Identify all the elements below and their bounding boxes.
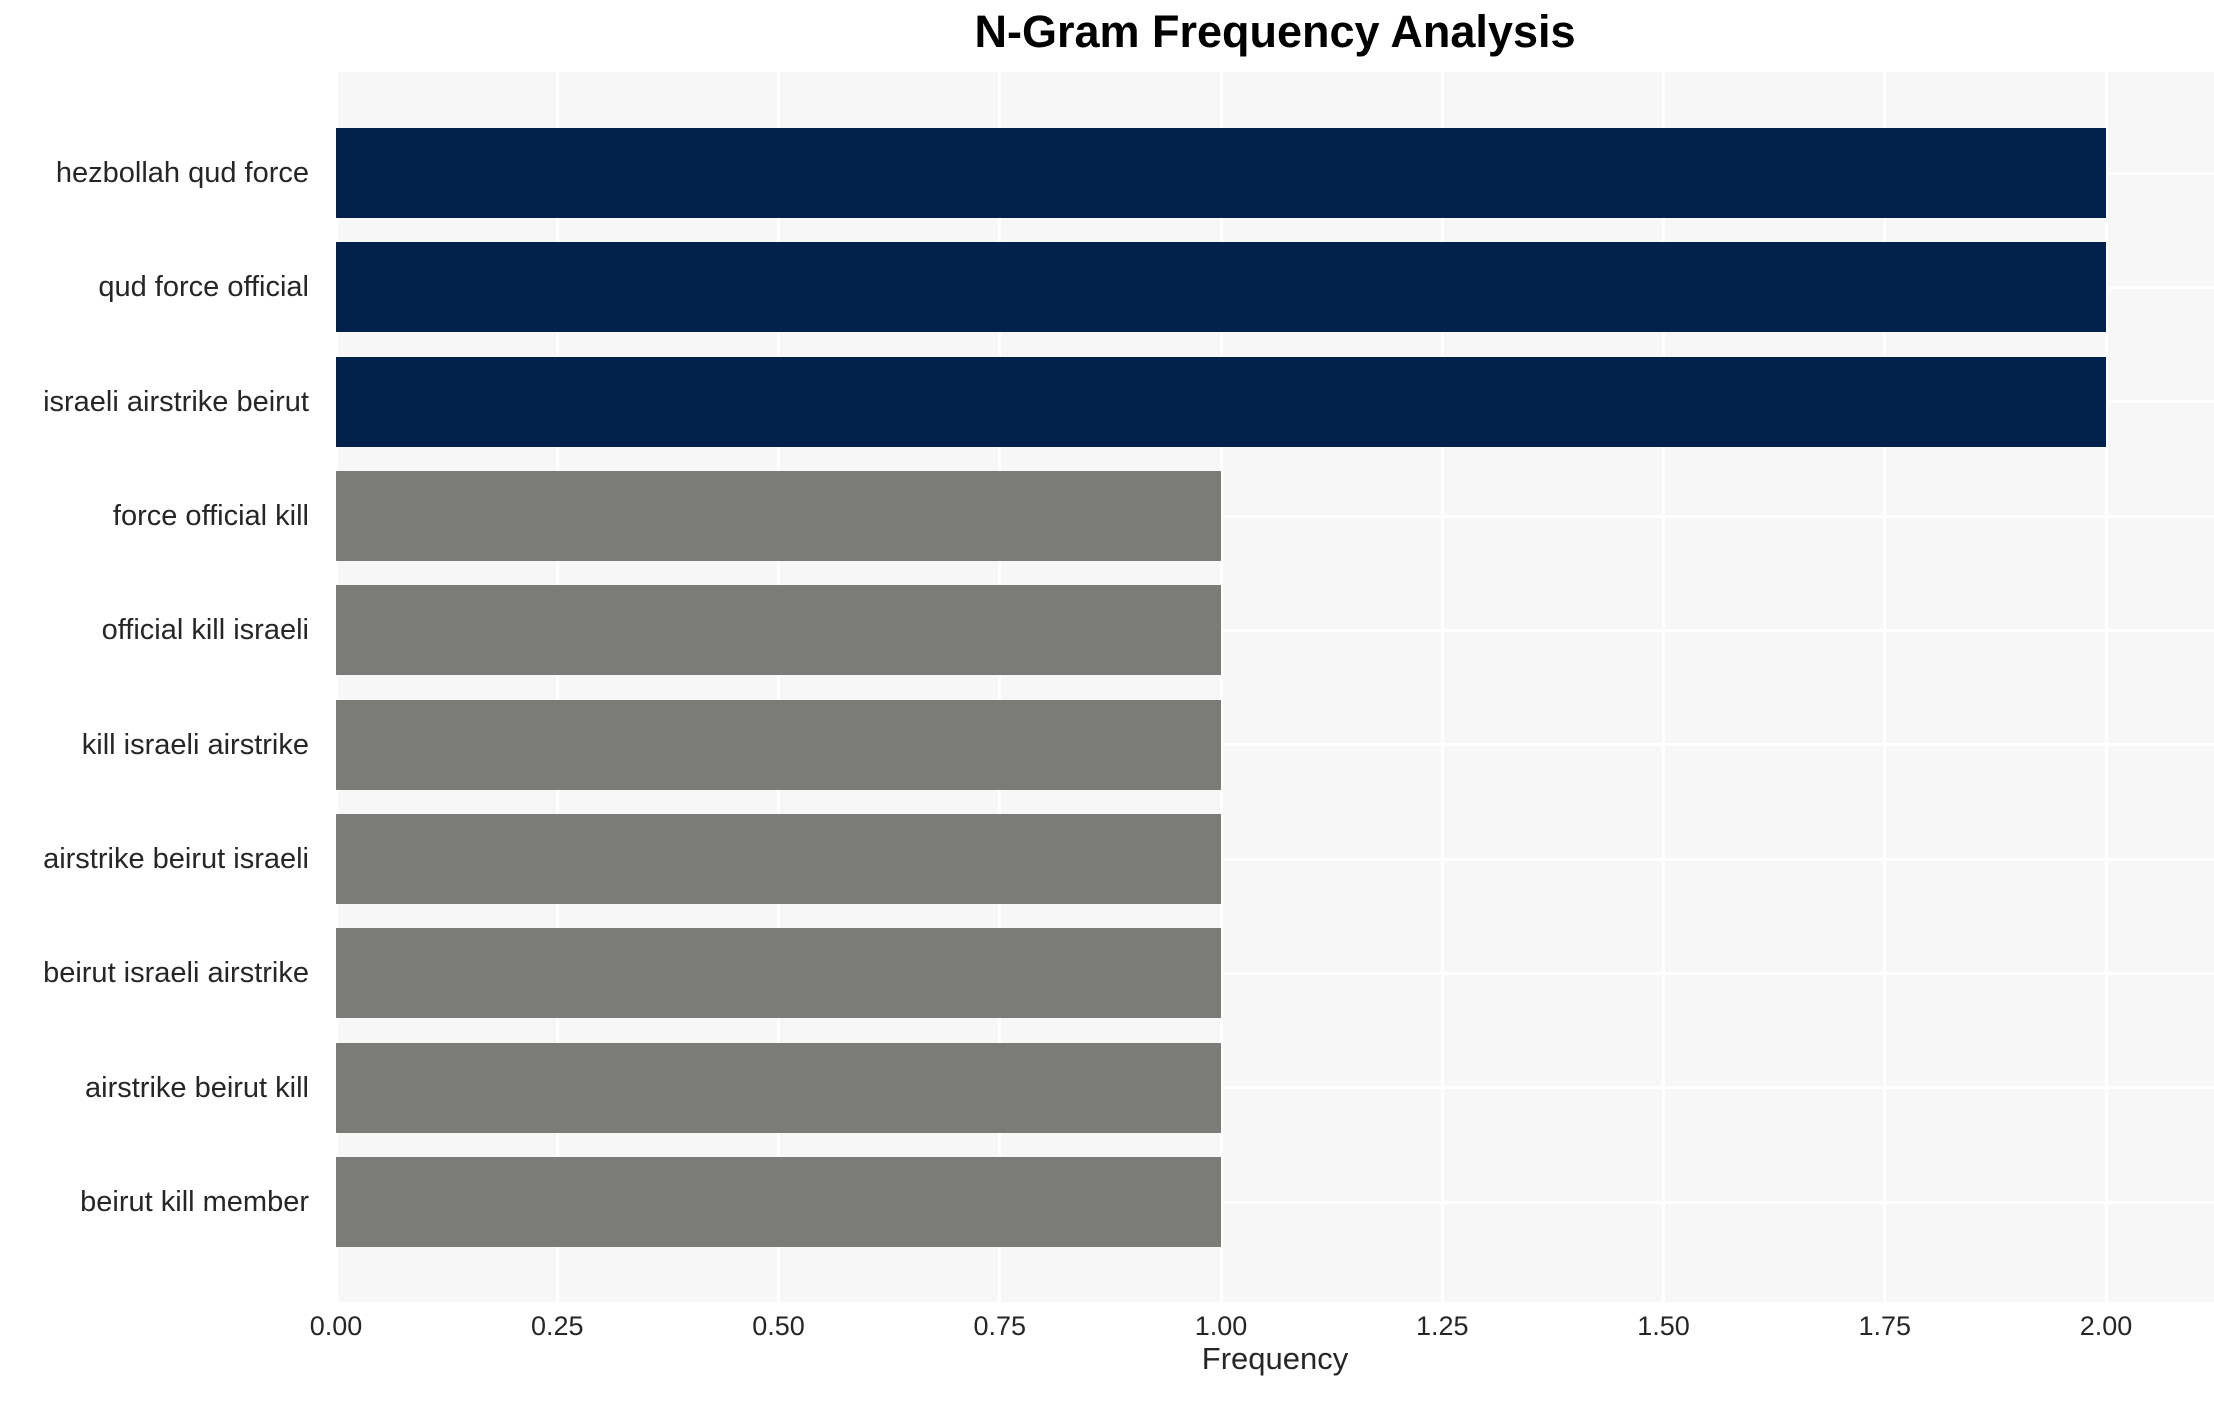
- x-tick-label: 1.50: [1637, 1311, 1690, 1341]
- y-tick-label: beirut kill member: [80, 1186, 309, 1218]
- y-tick-label: beirut israeli airstrike: [43, 957, 309, 990]
- bar-airstrike-beirut-israeli: [336, 814, 1221, 904]
- y-gridline: [336, 628, 2214, 632]
- x-gridline: [555, 72, 559, 1302]
- x-tick-label: 0.00: [309, 1311, 363, 1341]
- bar-force-official-kill: [336, 471, 1221, 561]
- y-tick-label: airstrike beirut kill: [85, 1071, 309, 1104]
- y-gridline: [336, 743, 2214, 747]
- x-axis-title: Frequency: [1201, 1341, 1349, 1376]
- x-gridline: [998, 72, 1002, 1302]
- x-tick-label: 1.00: [1194, 1311, 1248, 1341]
- y-gridline: [336, 1200, 2214, 1204]
- y-tick-label: israeli airstrike beirut: [43, 385, 309, 418]
- y-tick-label: hezbollah qud force: [55, 157, 309, 189]
- y-tick-label: official kill israeli: [101, 614, 309, 647]
- x-tick-label: 1.25: [1415, 1311, 1469, 1341]
- plot-area: [334, 72, 2214, 1302]
- x-tick-label: 1.75: [1858, 1311, 1912, 1341]
- bar-kill-israeli-airstrike: [336, 699, 1221, 790]
- y-tick-label: airstrike beirut israeli: [43, 843, 309, 875]
- y-gridline: [336, 514, 2214, 518]
- bar-official-kill-israeli: [336, 585, 1221, 676]
- bar-hezbollah-qud-force: [336, 128, 2106, 218]
- y-tick-label: kill israeli airstrike: [81, 728, 309, 761]
- x-gridline: [1883, 72, 1887, 1302]
- x-gridline: [334, 72, 338, 1302]
- bar-beirut-kill-member: [336, 1157, 1221, 1247]
- x-gridline: [1440, 72, 1444, 1302]
- bar-qud-force-official: [336, 242, 2106, 333]
- bar-beirut-israeli-airstrike: [336, 928, 1221, 1019]
- x-gridline: [777, 72, 780, 1302]
- y-gridline: [336, 1086, 2214, 1090]
- y-tick-label: force official kill: [112, 500, 309, 532]
- x-gridline: [1662, 72, 1665, 1302]
- y-tick-label: qud force official: [98, 271, 309, 304]
- bar-airstrike-beirut-kill: [336, 1042, 1221, 1133]
- x-gridline: [1219, 72, 1223, 1302]
- y-gridline: [336, 857, 2214, 861]
- x-tick-label: 0.25: [530, 1311, 584, 1341]
- x-gridline: [2104, 72, 2108, 1302]
- bar-israeli-airstrike-beirut: [336, 356, 2106, 447]
- x-tick-label: 0.50: [752, 1311, 805, 1341]
- chart-title: N-Gram Frequency Analysis: [974, 6, 1576, 57]
- y-gridline: [336, 971, 2214, 975]
- x-tick-label: 0.75: [973, 1311, 1027, 1341]
- x-tick-label: 2.00: [2079, 1311, 2133, 1341]
